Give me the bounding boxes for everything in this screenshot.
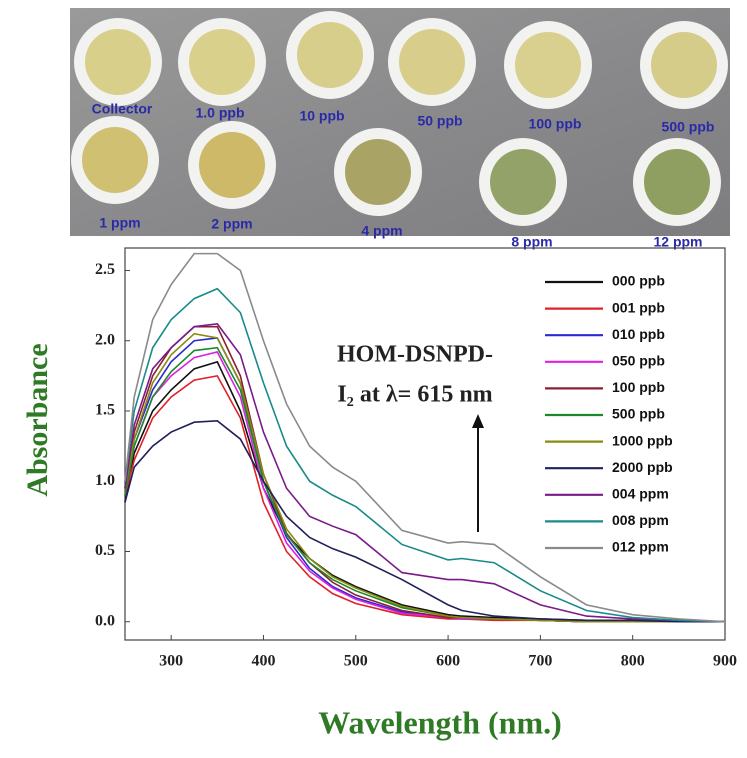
x-tick-label: 700	[528, 653, 552, 670]
legend-label: 004 ppm	[612, 486, 669, 502]
figure: Collector 1.0 ppb 10 ppb 50 ppb 100 ppb 500 p…	[0, 0, 747, 753]
photo-label: 12 ppm	[653, 234, 702, 250]
legend-label: 2000 ppb	[612, 459, 673, 475]
x-tick-label: 300	[159, 653, 183, 670]
page: {"photo": {"labels": ["Collector", "1.0 …	[0, 0, 747, 758]
photo-label: 4 ppm	[361, 223, 402, 239]
legend-label: 012 ppm	[612, 539, 669, 555]
y-axis-label: Absorbance	[21, 343, 54, 496]
x-tick-label: 600	[436, 653, 460, 670]
y-tick-label: 0.5	[95, 542, 115, 559]
arrow-head	[472, 414, 484, 428]
legend-label: 008 ppm	[612, 512, 669, 528]
y-tick-label: 2.5	[95, 261, 115, 278]
annotation: HOM-DSNPD-	[337, 342, 493, 368]
photo-label: 1 ppm	[99, 215, 140, 231]
sample-spot	[189, 29, 255, 95]
sample-spot	[297, 22, 363, 88]
x-tick-label: 800	[621, 653, 645, 670]
legend-label: 001 ppb	[612, 299, 665, 315]
sample-spot	[199, 132, 265, 198]
legend-label: 000 ppb	[612, 273, 665, 289]
photo-label: Collector	[92, 101, 153, 117]
sample-spot	[490, 149, 556, 215]
x-tick-label: 500	[344, 653, 368, 670]
x-axis-label: Wavelength (nm.)	[318, 704, 562, 740]
legend-label: 100 ppb	[612, 379, 665, 395]
photo-label: 8 ppm	[511, 234, 552, 250]
sample-spot	[399, 29, 465, 95]
photo-label: 10 ppb	[299, 108, 344, 124]
legend-label: 010 ppb	[612, 326, 665, 342]
legend-label: 500 ppb	[612, 406, 665, 422]
legend-label: 1000 ppb	[612, 432, 673, 448]
y-tick-label: 1.0	[95, 472, 115, 489]
x-tick-label: 900	[713, 653, 737, 670]
y-tick-label: 0.0	[95, 612, 115, 629]
y-tick-label: 1.5	[95, 402, 115, 419]
sample-spot	[515, 32, 581, 98]
photo-label: 1.0 ppb	[195, 105, 244, 121]
legend-label: 050 ppb	[612, 353, 665, 369]
sample-spot	[345, 139, 411, 205]
sample-spot	[82, 127, 148, 193]
y-tick-label: 2.0	[95, 331, 115, 348]
photo-label: 100 ppb	[529, 116, 582, 132]
photo-label: 2 ppm	[211, 216, 252, 232]
sample-spot	[644, 149, 710, 215]
photo-label: 500 ppb	[662, 119, 715, 135]
sample-spot	[651, 32, 717, 98]
annotation: I₂ at λ= 615 nm	[337, 382, 492, 408]
x-tick-label: 400	[251, 653, 275, 670]
photo-label: 50 ppb	[417, 113, 462, 129]
sample-spot	[85, 29, 151, 95]
